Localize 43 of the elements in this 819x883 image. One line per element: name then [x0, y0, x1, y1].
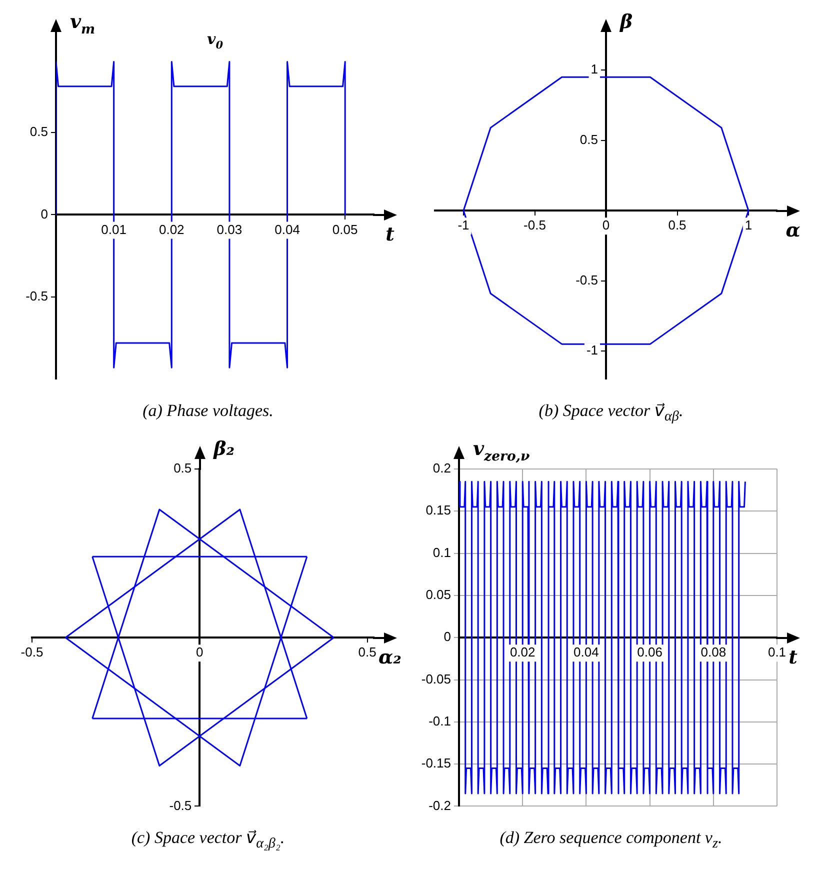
- x-tick-label: 0.1: [768, 644, 786, 660]
- y-tick-label: -0.2: [428, 798, 451, 813]
- y-tick-label: -0.1: [428, 713, 451, 728]
- x-axis-title: α: [786, 220, 801, 242]
- y-tick-label: -1: [586, 342, 598, 358]
- y-tick-label: 0: [40, 206, 48, 222]
- y-tick-label: 0.05: [426, 587, 451, 602]
- y-tick-label: -0.15: [421, 756, 451, 771]
- y-tick-label: -0.5: [26, 288, 48, 304]
- y-tick-label: 0.2: [432, 460, 451, 476]
- x-tick-label: 0.03: [216, 222, 242, 237]
- y-tick-label: -0.5: [576, 272, 598, 288]
- x-tick-label: 0: [602, 218, 610, 233]
- text: (d) Zero sequence component v$_{z}$.: [500, 828, 722, 854]
- x-tick-label: -1: [458, 218, 470, 233]
- x-tick-label: 1: [744, 218, 752, 233]
- y-tick-label: 0.1: [432, 544, 451, 560]
- x-tick-label: 0.5: [668, 218, 686, 233]
- x-axis-title: t: [386, 224, 395, 246]
- x-tick-label: 0.02: [510, 644, 536, 660]
- x-tick-label: 0.05: [332, 222, 358, 237]
- y-tick-label: 1: [590, 62, 598, 77]
- y-axis-title: β: [619, 11, 633, 33]
- y-axis-title: β₂: [212, 438, 235, 460]
- text: (b) Space vector v⃗$_{αβ}$.: [538, 401, 684, 426]
- y-tick-label: -0.05: [421, 671, 451, 686]
- x-axis-title: α₂: [378, 646, 402, 669]
- x-tick-label: 0.08: [700, 644, 726, 660]
- x-tick-label: -0.5: [524, 218, 546, 233]
- x-tick-label: 0.04: [274, 222, 300, 237]
- text: (c) Space vector v⃗$_{α₂β₂}$.: [131, 828, 285, 854]
- y-tick-label: 0.5: [30, 124, 48, 140]
- x-tick-label: 0.5: [358, 644, 376, 660]
- x-tick-label: 0.06: [637, 644, 662, 660]
- x-tick-label: 0.02: [158, 222, 184, 237]
- y-tick-label: 0.5: [580, 132, 598, 147]
- x-tick-label: 0.01: [101, 222, 126, 237]
- x-tick-label: 0.04: [574, 644, 599, 660]
- y-tick-label: 0.15: [426, 502, 451, 518]
- x-tick-label: 0: [196, 644, 204, 660]
- x-axis-title: t: [788, 646, 798, 669]
- y-tick-label: 0: [444, 629, 451, 644]
- text: (a) Phase voltages.: [142, 401, 274, 422]
